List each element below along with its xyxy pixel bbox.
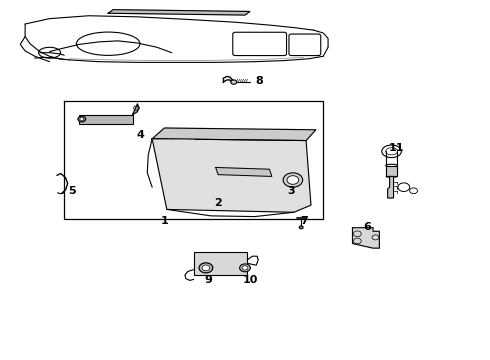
Text: 3: 3 xyxy=(288,186,295,196)
Circle shape xyxy=(287,176,299,184)
Circle shape xyxy=(240,264,250,272)
Text: 2: 2 xyxy=(214,198,222,208)
Text: 4: 4 xyxy=(136,130,144,140)
Text: 9: 9 xyxy=(204,275,212,285)
Text: 7: 7 xyxy=(300,216,308,226)
Text: 11: 11 xyxy=(389,143,404,153)
Bar xyxy=(194,252,247,275)
Bar xyxy=(79,114,133,123)
Text: 6: 6 xyxy=(363,222,371,231)
Text: 1: 1 xyxy=(161,216,168,226)
Circle shape xyxy=(299,226,303,229)
Polygon shape xyxy=(108,10,250,15)
Circle shape xyxy=(202,265,210,271)
Circle shape xyxy=(80,118,84,121)
Circle shape xyxy=(242,266,248,270)
Circle shape xyxy=(231,80,237,84)
Text: 5: 5 xyxy=(68,186,75,196)
Polygon shape xyxy=(352,228,379,248)
Polygon shape xyxy=(133,104,139,114)
Text: 10: 10 xyxy=(242,275,258,285)
Text: 8: 8 xyxy=(256,76,264,86)
Polygon shape xyxy=(388,176,393,198)
Polygon shape xyxy=(386,166,397,176)
Circle shape xyxy=(283,173,303,187)
Polygon shape xyxy=(152,128,316,140)
Circle shape xyxy=(199,263,213,273)
Circle shape xyxy=(78,116,86,122)
Polygon shape xyxy=(152,139,311,212)
Polygon shape xyxy=(216,167,272,176)
